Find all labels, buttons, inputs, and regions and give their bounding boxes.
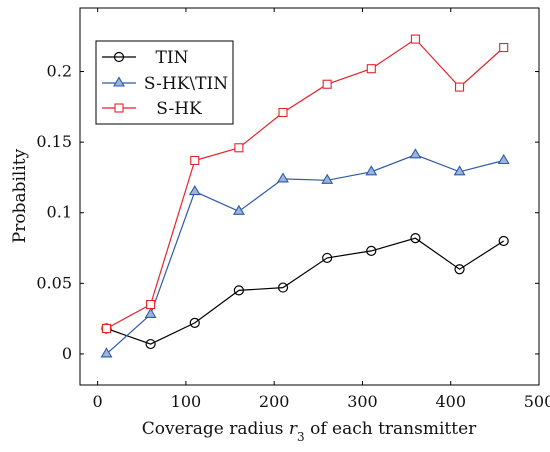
data-point [278, 107, 288, 118]
data-point [455, 82, 465, 92]
data-point [498, 235, 509, 247]
data-point [188, 185, 201, 196]
series-1 [100, 148, 510, 358]
data-point [321, 173, 334, 184]
x-tick-label: 500 [524, 392, 550, 411]
series-line [106, 237, 505, 345]
data-point [100, 347, 113, 358]
data-point [232, 204, 245, 215]
legend: TIN S-HK\TIN S-HK [95, 40, 234, 125]
series-layer [100, 34, 510, 358]
data-point [189, 317, 200, 328]
legend-marker-s-hk [114, 103, 124, 113]
data-point [233, 285, 244, 296]
data-point [144, 307, 157, 318]
x-tick-label: 300 [347, 392, 378, 411]
data-point [277, 172, 289, 183]
data-point [365, 165, 378, 176]
data-point [410, 34, 420, 44]
data-point [499, 42, 509, 53]
plot-frame [79, 7, 540, 386]
legend-marker-s-hk-tin [113, 76, 125, 87]
x-tick-label: 400 [435, 392, 466, 411]
legend-entry-s-hk: S-HK [102, 99, 202, 119]
x-tick-label: 200 [259, 392, 290, 411]
y-tick-label: 0.15 [36, 132, 72, 151]
legend-label-s-hk-tin: S-HK\TIN [144, 74, 228, 94]
data-point [146, 299, 156, 310]
y-tick-label: 0 [62, 344, 72, 363]
data-point [453, 165, 466, 176]
x-axis-label-sub: 3 [297, 430, 305, 444]
data-point [277, 282, 289, 293]
x-axis-label-var: r [289, 419, 298, 439]
legend-label-s-hk: S-HK [156, 99, 202, 119]
series-0 [101, 233, 509, 350]
data-point [145, 338, 156, 350]
x-tick-label: 0 [93, 392, 103, 411]
series-line [106, 38, 505, 330]
legend-entry-tin: TIN [102, 48, 189, 68]
legend-marker-tin [113, 51, 125, 63]
x-axis-label-prefix: Coverage radius [142, 419, 289, 439]
data-point [454, 264, 465, 275]
data-point [322, 252, 333, 264]
data-point [409, 148, 422, 159]
data-point [366, 64, 376, 74]
series-line [106, 154, 504, 355]
y-axis-label: Probability [10, 148, 30, 243]
y-tick-label: 0.05 [36, 273, 72, 292]
y-tick-label: 0.2 [47, 62, 72, 81]
data-point [190, 155, 200, 166]
x-axis-label-suffix: of each transmitter [305, 419, 477, 439]
x-axis-label: Coverage radius r3 of each transmitter [142, 419, 477, 444]
data-point [410, 233, 421, 244]
legend-entry-s-hk-tin: S-HK\TIN [102, 74, 228, 94]
data-point [497, 153, 510, 165]
data-point [101, 323, 112, 334]
data-point [322, 79, 332, 89]
axis-ticks: 0 100 200 300 400 500 0 0.05 0.1 0.15 0.2 [36, 8, 550, 411]
legend-label-tin: TIN [156, 48, 189, 68]
data-point [234, 143, 244, 153]
x-tick-label: 100 [171, 392, 202, 411]
data-point [366, 245, 377, 256]
series-2 [101, 34, 509, 334]
y-tick-label: 0.1 [47, 203, 72, 222]
